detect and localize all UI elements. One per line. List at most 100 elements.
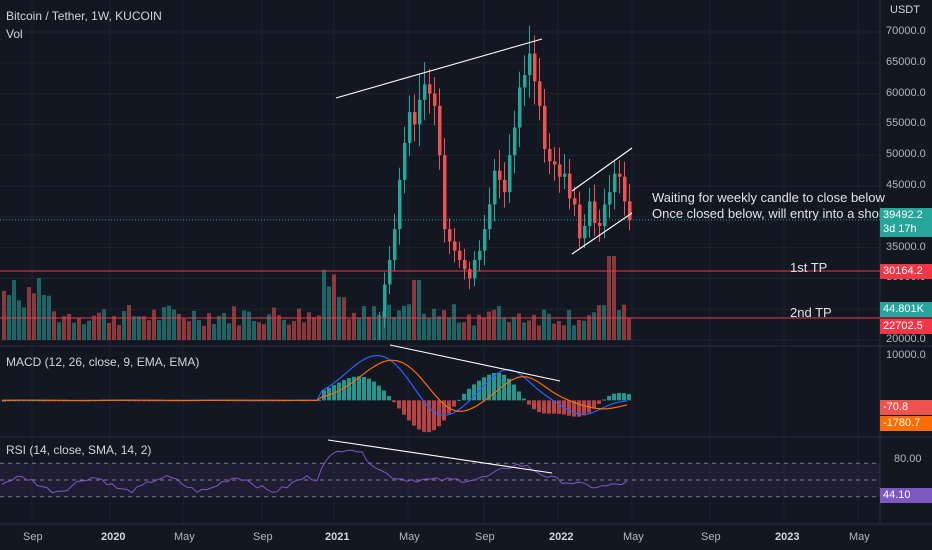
price-tick-label: 50000.0	[886, 148, 926, 161]
volume-bar	[192, 310, 196, 340]
macd-label[interactable]: MACD (12, 26, close, 9, EMA, EMA)	[6, 355, 200, 369]
macd-hist-bar	[512, 384, 516, 401]
candle-body	[568, 173, 572, 199]
price-tick-label: 45000.0	[886, 179, 926, 191]
macd-hist-bar	[442, 400, 446, 421]
candle-body	[533, 53, 537, 82]
volume-bar	[212, 324, 216, 340]
signal-line	[1, 359, 628, 412]
candle-body	[523, 75, 527, 88]
volume-bar	[32, 293, 36, 340]
volume-bar	[317, 315, 321, 340]
macd-hist-bar	[437, 400, 441, 427]
candle-body	[538, 81, 542, 106]
volume-bar	[462, 322, 466, 340]
volume-bar	[312, 317, 316, 340]
time-tick-label: May	[174, 531, 195, 543]
volume-bar	[572, 325, 576, 340]
volume-bar	[612, 256, 616, 340]
symbol-title[interactable]: Bitcoin / Tether, 1W, KUCOIN	[6, 9, 162, 23]
volume-bar	[502, 317, 506, 340]
candle-body	[413, 112, 417, 125]
volume-bar	[592, 312, 596, 340]
price-tick-label: 35000.0	[886, 240, 926, 253]
macd-hist-bar	[607, 395, 611, 401]
vol-label[interactable]: Vol	[6, 27, 23, 41]
trendline-top	[335, 38, 543, 99]
volume-bar	[507, 322, 511, 340]
volume-bar	[42, 294, 46, 340]
volume-bar	[367, 316, 371, 340]
volume-bar	[52, 311, 56, 340]
time-tick-label: 2020	[101, 531, 126, 543]
channel-lower	[571, 212, 633, 255]
macd-hist-bar	[322, 390, 326, 401]
price-tick-label: 65000.0	[886, 55, 926, 68]
candle-body	[548, 149, 552, 162]
candle-body	[468, 269, 472, 279]
candle-body	[488, 204, 492, 230]
volume-bar	[522, 322, 526, 340]
candle-body	[603, 204, 607, 227]
volume-bar	[427, 317, 431, 340]
volume-bar	[347, 319, 351, 340]
time-tick-label: May	[849, 531, 870, 543]
candle-body	[503, 179, 507, 193]
volume-bar	[172, 309, 176, 340]
rsi-line	[1, 449, 628, 494]
volume-bar	[617, 310, 621, 340]
time-tick-label: May	[399, 531, 420, 543]
currency-label[interactable]: USDT	[890, 4, 920, 16]
candle-body	[443, 155, 447, 230]
volume-bar	[62, 316, 66, 340]
volume-bar	[27, 287, 31, 340]
candle-body	[433, 93, 437, 106]
time-tick-label: May	[623, 531, 644, 543]
rsi-label[interactable]: RSI (14, close, SMA, 14, 2)	[6, 443, 152, 457]
macd-hist-bar	[327, 387, 331, 401]
candle-body	[553, 161, 557, 165]
volume-bar	[17, 300, 21, 340]
time-tick-label: 2022	[549, 531, 574, 543]
volume-bar	[457, 322, 461, 340]
macd-hist-bar	[457, 399, 461, 401]
volume-bar	[177, 313, 181, 340]
volume-bar	[232, 306, 236, 340]
candle-body	[448, 229, 452, 242]
volume-bar	[142, 316, 146, 340]
volume-bar	[542, 309, 546, 340]
macd-hist-bar	[422, 400, 426, 432]
volume-bar	[7, 294, 11, 340]
volume-bar	[607, 256, 611, 340]
volume-bar	[12, 280, 16, 340]
macd-hist-bar	[507, 378, 511, 401]
volume-bar	[112, 316, 116, 340]
volume-bar	[197, 320, 201, 340]
volume-bar	[497, 306, 501, 340]
candles	[374, 25, 632, 340]
candle-body	[473, 259, 477, 279]
candle-body	[518, 87, 522, 128]
rsi-tag: 44.10	[880, 488, 932, 503]
candle-body	[528, 53, 532, 76]
macd-hist-bar	[552, 400, 556, 414]
volume-bar	[227, 323, 231, 340]
candle-body	[403, 142, 407, 180]
volume-bar	[552, 323, 556, 340]
volume-bar	[537, 325, 541, 340]
volume-bar	[187, 321, 191, 340]
macd-hist-bar	[337, 382, 341, 401]
volume-bar	[267, 314, 271, 340]
macd-hist-bar	[342, 380, 346, 401]
macd-hist-bar	[492, 373, 496, 401]
candle-body	[383, 284, 387, 319]
volume-bar	[222, 313, 226, 340]
candle-body	[498, 170, 502, 180]
rsi-tick-label: 80.00	[894, 453, 922, 465]
candle-body	[478, 250, 482, 260]
candle-body	[483, 229, 487, 251]
macd-hist-bar	[522, 398, 526, 401]
candle-body	[493, 170, 497, 205]
volume-bar	[67, 313, 71, 340]
volume-bar	[587, 315, 591, 340]
